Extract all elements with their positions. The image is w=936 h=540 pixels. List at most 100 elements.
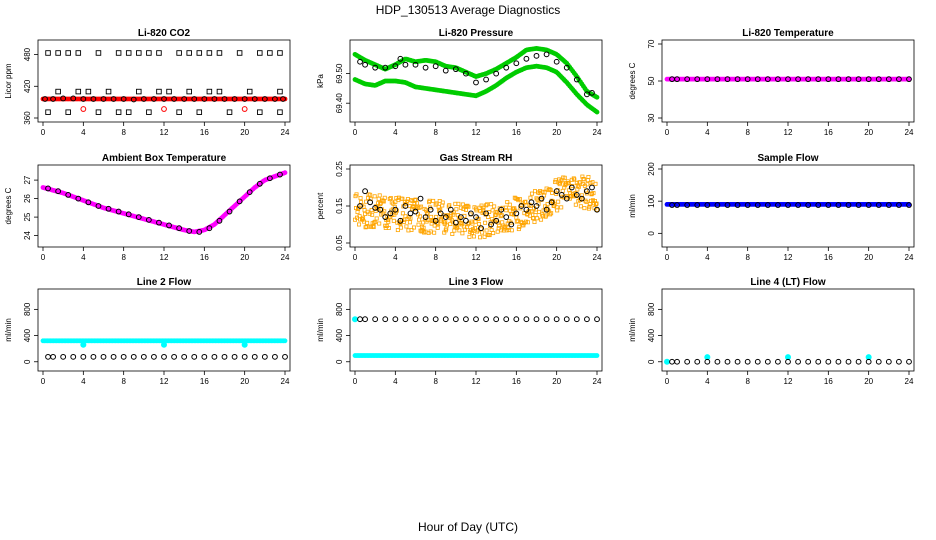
data-point bbox=[573, 316, 580, 323]
x-tick-label: 4 bbox=[81, 253, 86, 262]
data-point bbox=[246, 88, 253, 95]
data-point bbox=[684, 76, 691, 83]
data-point bbox=[60, 95, 67, 102]
data-point bbox=[734, 202, 741, 208]
data-point bbox=[754, 76, 761, 83]
plot-frame bbox=[349, 288, 603, 372]
data-point bbox=[176, 50, 182, 56]
y-axis-label: Licor ppm bbox=[4, 63, 13, 98]
data-point bbox=[562, 175, 567, 180]
data-point bbox=[509, 228, 514, 233]
panel-0: Li-820 CO2 Licor ppm 0 4 8 12 16 20 24 360 420 480 bbox=[4, 28, 291, 137]
data-point bbox=[576, 184, 581, 189]
x-tick-label: 20 bbox=[240, 377, 249, 386]
data-point bbox=[409, 227, 414, 232]
data-point bbox=[277, 50, 283, 56]
data-point bbox=[591, 201, 596, 206]
panel-6: Line 2 Flow ml/min 0 4 8 12 16 20 24 0 400 800 bbox=[4, 277, 291, 386]
data-point bbox=[568, 184, 575, 191]
data-point bbox=[885, 358, 892, 365]
data-point bbox=[513, 60, 520, 67]
data-point bbox=[392, 63, 399, 70]
data-point bbox=[156, 50, 162, 56]
data-point bbox=[578, 204, 583, 209]
data-point bbox=[589, 89, 595, 96]
data-point bbox=[479, 203, 484, 208]
data-point bbox=[533, 52, 540, 59]
data-point bbox=[775, 76, 781, 83]
x-tick-label: 20 bbox=[552, 377, 561, 386]
data-point bbox=[572, 177, 577, 182]
data-point bbox=[454, 207, 459, 212]
data-point bbox=[408, 216, 413, 221]
x-tick-label: 4 bbox=[393, 253, 398, 262]
data-point bbox=[125, 211, 132, 218]
data-point bbox=[130, 353, 137, 360]
data-point bbox=[372, 204, 379, 211]
data-point bbox=[595, 207, 600, 212]
data-point bbox=[115, 208, 122, 215]
data-point bbox=[865, 358, 872, 365]
data-point bbox=[523, 55, 530, 62]
data-point bbox=[362, 61, 368, 68]
x-tick-label: 4 bbox=[81, 128, 86, 137]
data-point bbox=[541, 208, 546, 213]
data-point bbox=[196, 50, 203, 56]
data-point bbox=[367, 211, 372, 216]
data-point bbox=[422, 316, 429, 323]
data-point bbox=[241, 106, 248, 112]
data-point bbox=[221, 96, 228, 102]
series-line-avg bbox=[357, 316, 600, 323]
y-tick-label: 400 bbox=[647, 328, 656, 342]
data-point bbox=[216, 217, 223, 224]
data-point bbox=[90, 353, 97, 360]
data-point bbox=[196, 109, 203, 115]
data-point bbox=[467, 234, 472, 239]
data-point bbox=[513, 210, 520, 217]
plot-area bbox=[664, 201, 912, 208]
data-point bbox=[371, 224, 376, 229]
data-point bbox=[480, 230, 485, 235]
x-tick-label: 20 bbox=[552, 253, 561, 262]
data-point bbox=[231, 96, 238, 102]
data-point bbox=[354, 192, 359, 197]
x-tick-label: 16 bbox=[824, 128, 833, 137]
data-point bbox=[115, 109, 122, 115]
data-point bbox=[906, 358, 912, 365]
data-point bbox=[201, 353, 208, 360]
data-point bbox=[397, 217, 404, 224]
data-point bbox=[589, 184, 595, 191]
series-flow-avg bbox=[669, 202, 912, 208]
data-point bbox=[543, 316, 550, 323]
data-point bbox=[241, 353, 248, 360]
data-point bbox=[704, 76, 711, 83]
data-point bbox=[75, 50, 82, 56]
data-point bbox=[559, 205, 564, 210]
y-tick-label: 50 bbox=[647, 76, 656, 85]
data-point bbox=[535, 216, 540, 221]
y-tick-label: 27 bbox=[23, 175, 32, 184]
data-point bbox=[392, 316, 399, 323]
x-tick-label: 16 bbox=[200, 253, 209, 262]
x-tick-label: 0 bbox=[353, 128, 358, 137]
data-point bbox=[407, 210, 414, 217]
data-point bbox=[591, 191, 596, 196]
data-point bbox=[456, 201, 461, 206]
y-axis-label: kPa bbox=[316, 74, 325, 88]
y-axis-label: ml/min bbox=[316, 318, 325, 342]
data-point bbox=[395, 228, 400, 233]
data-point bbox=[875, 76, 882, 83]
y-tick-label: 25 bbox=[23, 212, 32, 221]
data-point bbox=[176, 109, 182, 115]
data-point bbox=[493, 70, 500, 77]
plot-area bbox=[664, 354, 912, 365]
data-point bbox=[714, 76, 721, 83]
data-point bbox=[140, 96, 147, 102]
data-point bbox=[412, 316, 419, 323]
data-point bbox=[277, 109, 283, 115]
panel-3: Ambient Box Temperature degrees C 0 4 8 12 16 2… bbox=[4, 153, 291, 262]
data-point bbox=[376, 196, 381, 201]
data-point bbox=[436, 221, 441, 226]
data-point bbox=[411, 225, 416, 230]
x-tick-label: 12 bbox=[784, 253, 793, 262]
